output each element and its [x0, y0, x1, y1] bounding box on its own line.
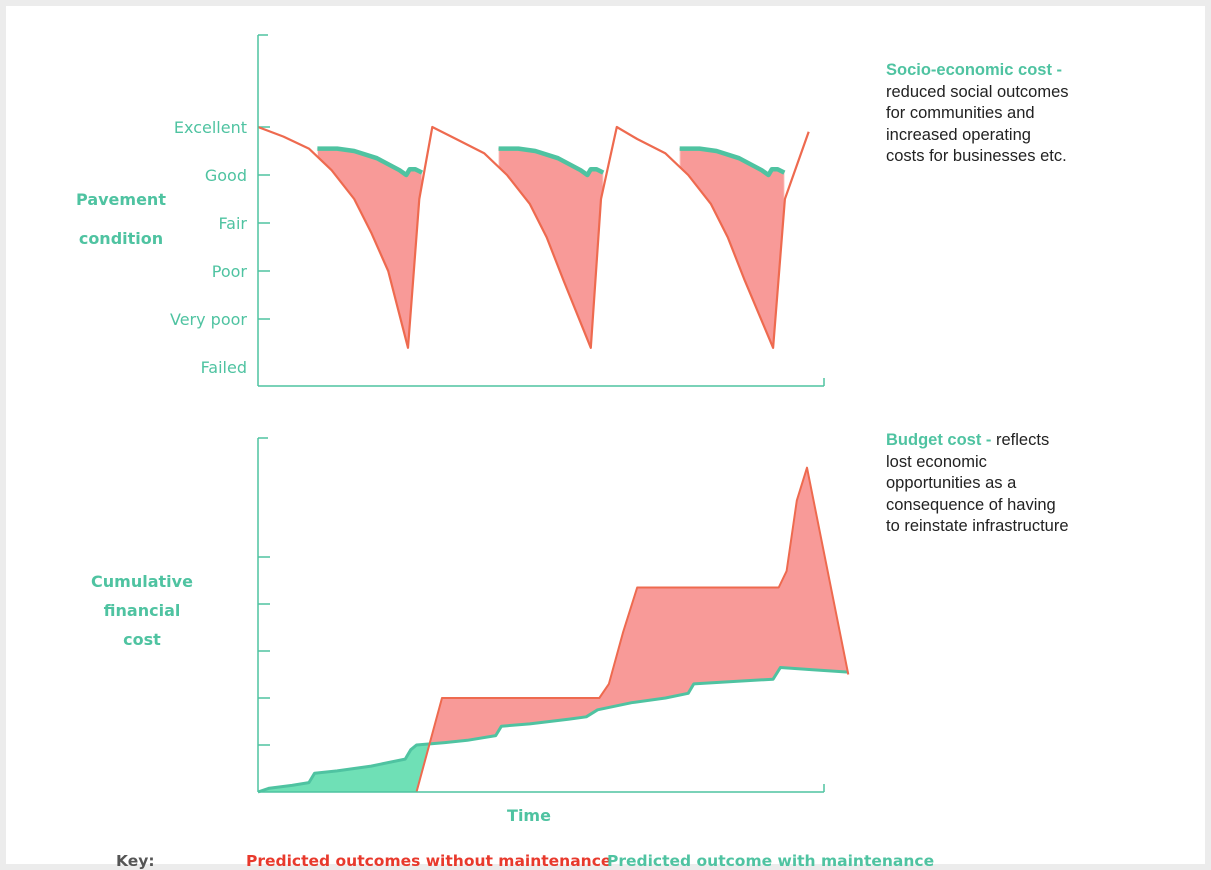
budget-cost-heading: Budget cost - reflects: [886, 430, 1069, 452]
x-axis-label: Time: [507, 806, 551, 825]
y-tick-label: Fair: [218, 214, 247, 233]
cumulative-cost-chart: Cumulative financial cost Time: [91, 437, 850, 825]
y-axis-label-line-1: Cumulative: [91, 572, 193, 591]
y-tick-labels: Failed Very poor Poor Fair Good Excellent: [170, 118, 270, 377]
infographic: Pavement condition Failed Very poor Poor Fa…: [6, 6, 1205, 870]
series-lines: [257, 125, 810, 349]
y-tick-label: Excellent: [174, 118, 247, 137]
socio-economic-line: for communities and: [886, 104, 1035, 122]
socio-economic-gap-area: [316, 148, 423, 348]
y-axis-label-line-3: cost: [123, 630, 161, 649]
budget-cost-line: lost economic: [886, 452, 987, 471]
legend-with-maintenance: Predicted outcome with maintenance: [607, 852, 935, 870]
socio-economic-line: costs for businesses etc.: [886, 147, 1067, 165]
with-maintenance-line: [257, 666, 849, 794]
series-lines: [257, 466, 850, 794]
y-tick-label: Good: [205, 166, 247, 185]
with-maintenance-line: [317, 146, 424, 178]
budget-cost-title-suffix: reflects: [996, 431, 1050, 449]
legend-key-label: Key:: [116, 852, 155, 870]
with-maintenance-line: [679, 146, 786, 178]
y-ticks: [258, 556, 270, 746]
with-maintenance-line: [498, 146, 605, 178]
y-tick-label: Poor: [212, 262, 248, 281]
socio-economic-line: reduced social outcomes: [886, 82, 1069, 101]
budget-cost-title: Budget cost -: [886, 431, 992, 449]
socio-economic-title: Socio-economic cost -: [886, 61, 1063, 79]
maintenance-cost-area: [258, 742, 430, 792]
y-axis-label-line-2: financial: [104, 601, 181, 620]
socio-economic-note: Socio-economic cost - reduced social out…: [886, 60, 1069, 168]
y-axis-label-line-2: condition: [79, 229, 163, 248]
socio-economic-line: increased operating: [886, 125, 1031, 144]
budget-cost-line: opportunities as a: [886, 474, 1017, 492]
budget-cost-line: to reinstate infrastructure: [886, 517, 1069, 535]
budget-cost-note: Budget cost - reflects lost economic opp…: [886, 430, 1069, 538]
without-maintenance-line: [415, 466, 850, 793]
y-tick-label: Very poor: [170, 310, 247, 329]
cost-areas: [258, 467, 849, 792]
legend-without-maintenance: Predicted outcomes without maintenance: [246, 852, 612, 870]
y-tick-label: Failed: [201, 358, 247, 377]
budget-cost-line: consequence of having: [886, 495, 1056, 514]
y-axis-label-line-1: Pavement: [76, 190, 166, 209]
without-maintenance-line: [257, 125, 810, 349]
